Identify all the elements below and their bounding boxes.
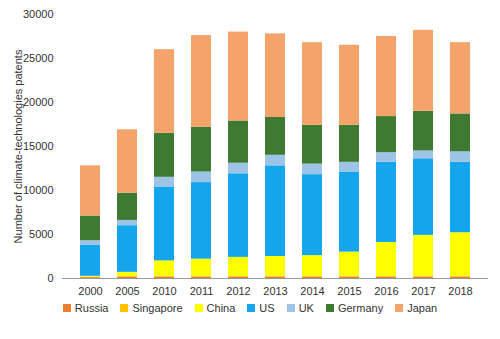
svg-text:2016: 2016 — [374, 285, 398, 297]
svg-text:30000: 30000 — [23, 8, 54, 20]
svg-text:2010: 2010 — [152, 285, 176, 297]
html-text:Singapore: Singapore — [132, 302, 183, 314]
svg-text:25000: 25000 — [23, 52, 54, 64]
svg-text:15000: 15000 — [23, 140, 54, 152]
svg-text:2018: 2018 — [448, 285, 472, 297]
svg-text:2012: 2012 — [226, 285, 250, 297]
html-text:Germany: Germany — [337, 302, 384, 314]
svg-text:2005: 2005 — [115, 285, 139, 297]
svg-text:2015: 2015 — [337, 285, 361, 297]
html-text:US: US — [259, 302, 275, 314]
svg-text:5000: 5000 — [29, 228, 53, 240]
html-text:Russia: Russia — [74, 302, 109, 314]
svg-text:10000: 10000 — [23, 184, 54, 196]
svg-text:Number of climate-technologies: Number of climate-technologies patents — [12, 49, 24, 243]
html-text:Japan: Japan — [407, 302, 438, 314]
svg-text:20000: 20000 — [23, 96, 54, 108]
svg-text:0: 0 — [47, 272, 53, 284]
html-text:China: China — [206, 302, 236, 314]
html-text:UK: UK — [298, 302, 314, 314]
svg-text:2017: 2017 — [411, 285, 435, 297]
svg-text:2013: 2013 — [263, 285, 287, 297]
svg-text:2000: 2000 — [78, 285, 102, 297]
svg-text:2014: 2014 — [300, 285, 324, 297]
svg-text:2011: 2011 — [190, 285, 214, 297]
